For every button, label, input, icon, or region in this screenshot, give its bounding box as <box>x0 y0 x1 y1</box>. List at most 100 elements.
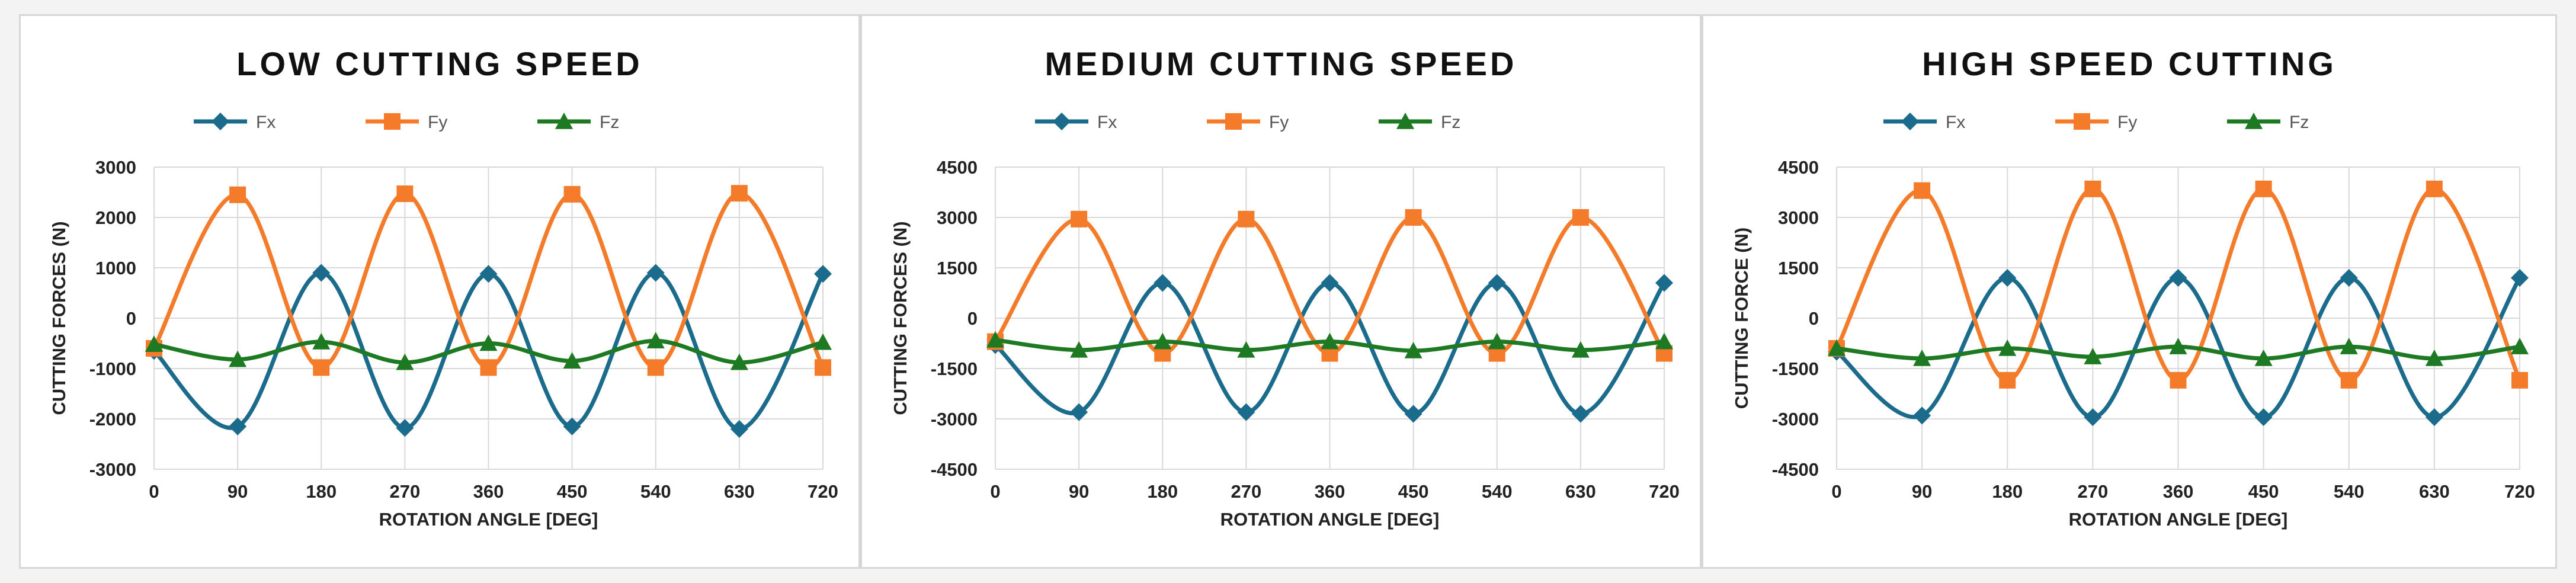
legend-label-fx: Fx <box>1946 113 1965 132</box>
y-tick-label: -3000 <box>931 409 978 430</box>
data-point-fy <box>1405 209 1422 226</box>
data-point-fy <box>2511 371 2528 389</box>
legend-marker-fy <box>384 113 401 130</box>
data-point-fx <box>312 264 331 282</box>
y-tick-label: -3000 <box>1772 409 1819 430</box>
data-point-fx <box>479 265 498 283</box>
legend-marker-fx <box>1053 113 1071 130</box>
y-tick-label: 1500 <box>1778 258 1819 278</box>
x-tick-label: 630 <box>2419 481 2450 502</box>
chart-svg: Fx Fy Fz 4500 3000 1500 0 -1500 -3000 -4500 0 90 180… <box>1731 113 2535 530</box>
data-point-fx <box>563 417 581 435</box>
x-tick-label: 630 <box>1565 481 1596 502</box>
y-tick-label: -4500 <box>1772 459 1819 480</box>
data-point-fy <box>2255 180 2272 197</box>
data-point-fz <box>1571 341 1590 358</box>
legend: Fx Fy Fz <box>1883 113 2309 132</box>
series-fz <box>1828 338 2529 366</box>
data-point-fz <box>986 331 1004 348</box>
gridlines <box>995 166 1665 470</box>
data-point-fy <box>1914 182 1931 199</box>
x-tick-label: 540 <box>640 481 671 502</box>
gridlines <box>1836 166 2520 470</box>
x-tick-label: 720 <box>1649 481 1680 502</box>
legend-label-fy: Fy <box>1269 113 1289 132</box>
data-point-fy <box>1238 210 1255 228</box>
x-axis-ticks: 0 90 180 270 360 450 540 630 720 <box>149 481 838 502</box>
x-tick-label: 450 <box>557 481 588 502</box>
data-point-fy <box>647 359 664 376</box>
chart-svg: Fx Fy Fz 4500 3000 1500 0 -1500 -3000 -4500 0 90 180… <box>890 113 1680 530</box>
data-point-fz <box>2254 350 2273 366</box>
data-point-fx <box>1404 405 1422 423</box>
chart-panel-high-speed: HIGH SPEED CUTTING Fx Fy Fz 4500 3000 1500 0 -1… <box>1702 14 2557 569</box>
data-point-fy <box>563 185 581 203</box>
x-tick-label: 360 <box>1315 481 1345 502</box>
x-tick-label: 0 <box>1831 481 1841 502</box>
data-point-fx <box>229 417 247 435</box>
x-axis-title: ROTATION ANGLE [DEG] <box>379 509 598 530</box>
data-point-fz <box>2425 350 2443 366</box>
x-tick-label: 540 <box>2334 481 2364 502</box>
data-point-fz <box>1321 332 1339 350</box>
chart-title: HIGH SPEED CUTTING <box>1922 45 2337 82</box>
y-tick-label: 4500 <box>937 157 978 178</box>
legend-label-fz: Fz <box>1441 113 1460 132</box>
x-tick-label: 270 <box>1231 481 1262 502</box>
x-tick-label: 360 <box>2163 481 2194 502</box>
data-point-fx <box>646 264 665 282</box>
data-point-fx <box>1998 269 2017 287</box>
legend-label-fz: Fz <box>2289 113 2309 132</box>
chart-svg: Fx Fy Fz 3000 2000 1000 0 -1000 -2000 -3000 0 90 180… <box>49 113 838 530</box>
data-point-fz <box>2169 338 2187 354</box>
legend-label-fy: Fy <box>428 113 447 132</box>
y-tick-label: 3000 <box>1778 207 1819 228</box>
x-tick-label: 0 <box>990 481 1000 502</box>
x-axis-title: ROTATION ANGLE [DEG] <box>1220 509 1440 530</box>
data-point-fy <box>229 186 246 203</box>
data-point-fy <box>1071 210 1088 228</box>
x-tick-label: 0 <box>149 481 159 502</box>
data-point-fy <box>396 185 414 203</box>
y-axis-title: CUTTING FORCE (N) <box>1731 228 1752 409</box>
y-tick-label: 1000 <box>95 258 136 278</box>
data-point-fx <box>2254 408 2273 427</box>
y-tick-label: 0 <box>1809 308 1819 329</box>
chart-title: MEDIUM CUTTING SPEED <box>1045 45 1517 82</box>
data-point-fy <box>815 359 831 376</box>
data-point-fz <box>646 332 665 348</box>
x-tick-label: 720 <box>808 481 838 502</box>
y-tick-label: -2000 <box>89 409 136 430</box>
chart-title: LOW CUTTING SPEED <box>236 45 643 82</box>
x-tick-label: 540 <box>1482 481 1513 502</box>
data-point-fz <box>1237 341 1255 358</box>
x-tick-label: 360 <box>473 481 504 502</box>
data-point-fy <box>2340 371 2357 389</box>
data-point-fx <box>2169 269 2187 287</box>
data-point-fy <box>1999 371 2016 389</box>
series-fz <box>145 332 832 370</box>
y-tick-label: 0 <box>126 308 136 329</box>
data-point-fz <box>1655 332 1673 350</box>
x-axis-ticks: 0 90 180 270 360 450 540 630 720 <box>990 481 1679 502</box>
data-point-fz <box>1154 332 1172 350</box>
data-point-fz <box>1070 341 1088 358</box>
data-point-fx <box>1321 274 1339 292</box>
legend-label-fx: Fx <box>1097 113 1117 132</box>
y-tick-label: -1000 <box>89 358 136 379</box>
data-point-fx <box>2340 269 2358 287</box>
data-point-fx <box>1154 274 1172 292</box>
data-point-fz <box>479 334 498 351</box>
data-point-fx <box>396 419 414 437</box>
data-point-fx <box>1488 274 1506 292</box>
series-fx <box>1828 269 2529 427</box>
y-tick-label: -1500 <box>931 358 978 379</box>
x-axis-title: ROTATION ANGLE [DEG] <box>2069 509 2288 530</box>
legend-marker-fx <box>212 113 229 130</box>
data-point-fx <box>814 265 832 283</box>
y-axis-ticks: 4500 3000 1500 0 -1500 -3000 -4500 <box>931 157 978 480</box>
data-point-fz <box>563 352 581 369</box>
data-point-fy <box>480 359 497 376</box>
data-point-fz <box>312 332 331 350</box>
legend-marker-fz <box>2245 113 2263 129</box>
